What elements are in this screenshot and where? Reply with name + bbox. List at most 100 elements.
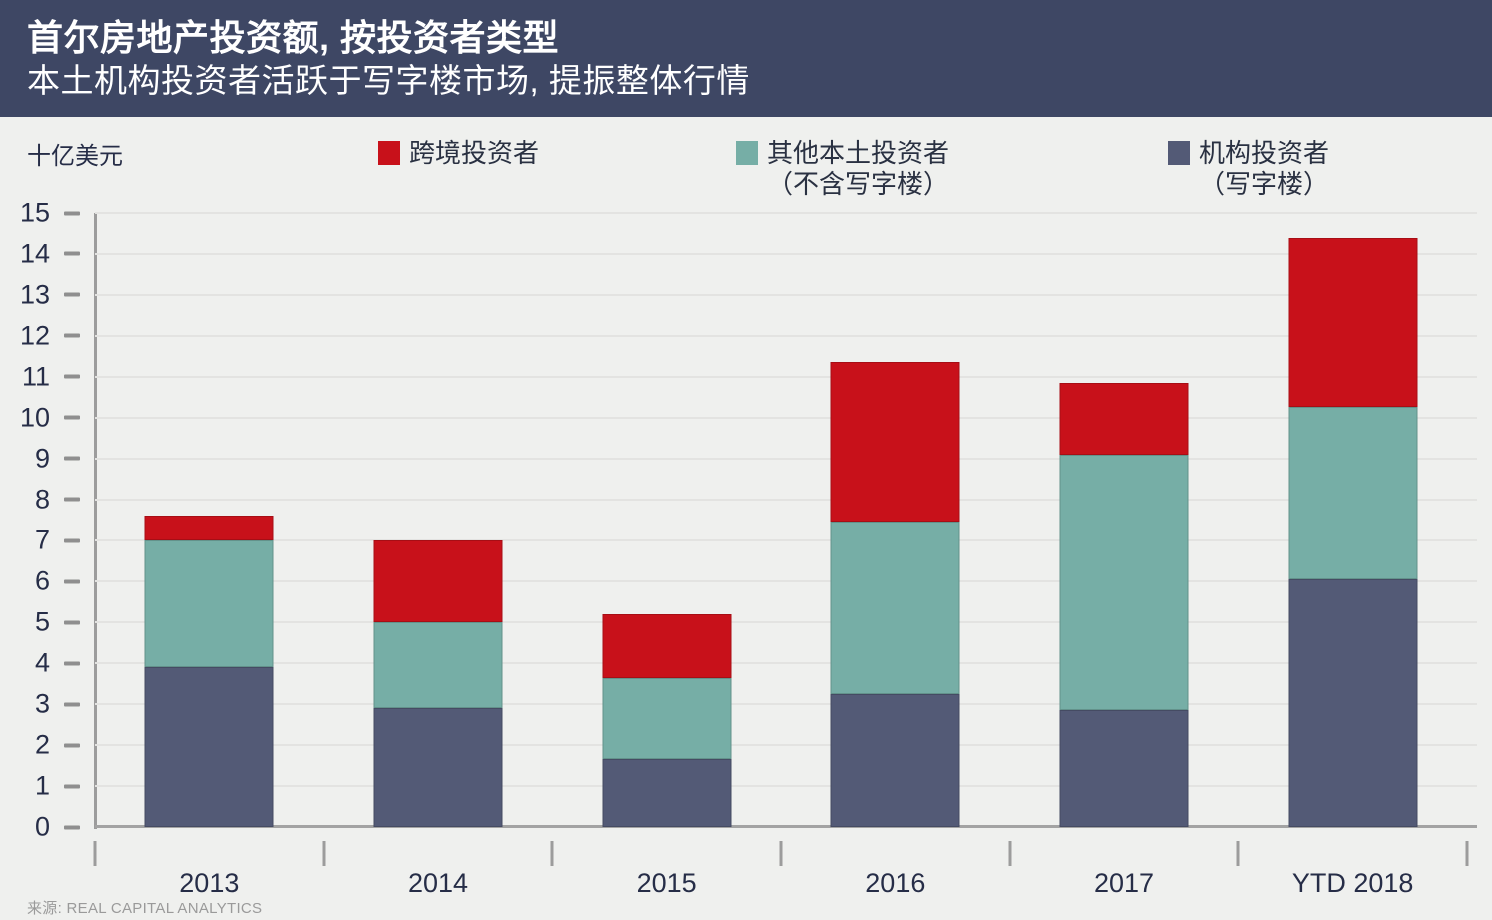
y-tick-dash — [64, 620, 80, 625]
y-tick-row: 3 — [0, 689, 80, 720]
y-tick-number: 11 — [21, 361, 50, 392]
y-tick-number: 12 — [19, 320, 50, 351]
y-tick-number: 2 — [34, 729, 50, 760]
y-tick-number: 14 — [19, 238, 50, 269]
y-axis: 0 1 2 3 4 5 6 7 8 9 10 11 12 13 14 15 — [0, 198, 80, 842]
source-note: 来源: REAL CAPITAL ANALYTICS — [27, 900, 263, 917]
y-tick-dash — [64, 211, 80, 215]
bar-segment — [830, 522, 960, 694]
bar-segment — [1059, 454, 1189, 711]
y-tick-row: 2 — [0, 730, 80, 761]
legend-swatch — [736, 141, 758, 165]
bar-segment — [1288, 237, 1418, 408]
bar-segment — [144, 515, 274, 541]
gridline — [95, 785, 1477, 788]
x-boundary-tick — [322, 841, 326, 866]
legend-swatch — [1168, 141, 1190, 165]
x-boundary-tick — [1008, 841, 1012, 866]
y-tick-number: 0 — [34, 811, 50, 842]
y-tick-row: 0 — [0, 812, 80, 843]
y-tick-number: 5 — [34, 606, 50, 637]
bar — [1010, 213, 1239, 827]
y-tick-row: 7 — [0, 525, 80, 556]
y-tick-row: 5 — [0, 607, 80, 638]
gridline — [95, 375, 1477, 378]
y-tick-row: 11 — [0, 361, 80, 392]
y-tick-row: 15 — [0, 198, 80, 229]
x-axis-label: 2016 — [865, 868, 926, 898]
x-boundary-tick — [93, 841, 97, 866]
y-tick-number: 3 — [34, 688, 50, 719]
y-tick-dash — [64, 292, 80, 297]
y-tick-dash — [64, 415, 80, 420]
legend-label: 其他本土投资者 （不含写字楼） — [767, 138, 950, 199]
legend-item: 跨境投资者 — [378, 138, 539, 169]
y-tick-dash — [64, 497, 80, 502]
y-tick-row: 10 — [0, 402, 80, 433]
x-axis-baseline — [95, 825, 1477, 828]
gridline — [95, 457, 1477, 460]
y-tick-number: 1 — [34, 770, 50, 801]
legend-item: 其他本土投资者 （不含写字楼） — [736, 138, 949, 200]
x-boundary-tick — [779, 841, 783, 866]
gridline — [95, 703, 1477, 706]
y-tick-dash — [64, 538, 80, 543]
bar — [324, 213, 553, 827]
gridline — [95, 416, 1477, 419]
y-tick-dash — [64, 374, 80, 379]
bar-segment — [373, 622, 503, 709]
y-tick-row: 6 — [0, 566, 80, 597]
x-boundary-tick — [1465, 841, 1469, 866]
y-tick-number: 8 — [34, 484, 50, 515]
bar-segment — [602, 759, 732, 827]
y-axis-unit-label: 十亿美元 — [27, 143, 123, 170]
y-tick-number: 4 — [34, 647, 50, 678]
gridline — [95, 252, 1477, 255]
chart-header: 首尔房地产投资额, 按投资者类型 本土机构投资者活跃于写字楼市场, 提振整体行情 — [0, 0, 1492, 117]
plot-area — [95, 212, 1477, 827]
bar-segment — [830, 362, 960, 523]
gridline — [95, 580, 1477, 583]
y-tick-number: 15 — [19, 197, 50, 228]
y-tick-row: 12 — [0, 320, 80, 351]
bar-segment — [144, 667, 274, 827]
gridline — [95, 662, 1477, 665]
chart-title: 首尔房地产投资额, 按投资者类型 — [27, 17, 560, 58]
y-tick-dash — [64, 743, 80, 748]
bar — [781, 213, 1010, 827]
legend-label: 机构投资者 （写字楼） — [1199, 138, 1330, 199]
legend-item: 机构投资者 （写字楼） — [1168, 138, 1329, 200]
bar-segment — [1059, 710, 1189, 827]
bar-segment — [144, 540, 274, 668]
y-tick-row: 1 — [0, 771, 80, 802]
x-axis-label: 2017 — [1093, 868, 1155, 898]
gridline — [95, 334, 1477, 337]
bar-segment — [602, 677, 732, 760]
y-tick-number: 9 — [34, 443, 50, 474]
legend-swatch — [378, 141, 400, 165]
gridline — [95, 744, 1477, 747]
x-boundary-tick — [1236, 841, 1240, 866]
y-tick-row: 13 — [0, 279, 80, 310]
gridline — [95, 621, 1477, 624]
bar-segment — [1288, 579, 1418, 827]
x-axis-label: 2013 — [179, 868, 240, 898]
y-tick-number: 13 — [19, 279, 50, 310]
y-tick-row: 4 — [0, 648, 80, 679]
y-tick-dash — [64, 251, 80, 256]
y-tick-dash — [64, 333, 80, 338]
bar — [95, 213, 324, 827]
legend: 跨境投资者 其他本土投资者 （不含写字楼） 机构投资者 （写字楼） — [0, 138, 1492, 208]
y-tick-number: 10 — [19, 402, 50, 433]
gridline — [95, 212, 1477, 214]
y-tick-row: 9 — [0, 443, 80, 474]
bar — [552, 213, 781, 827]
y-axis-line — [94, 213, 97, 829]
legend-label: 跨境投资者 — [409, 138, 540, 168]
gridline — [95, 293, 1477, 296]
bar-segment — [602, 614, 732, 678]
x-axis-label: 2015 — [636, 868, 697, 898]
bar-segment — [830, 693, 960, 827]
gridline — [95, 498, 1477, 501]
